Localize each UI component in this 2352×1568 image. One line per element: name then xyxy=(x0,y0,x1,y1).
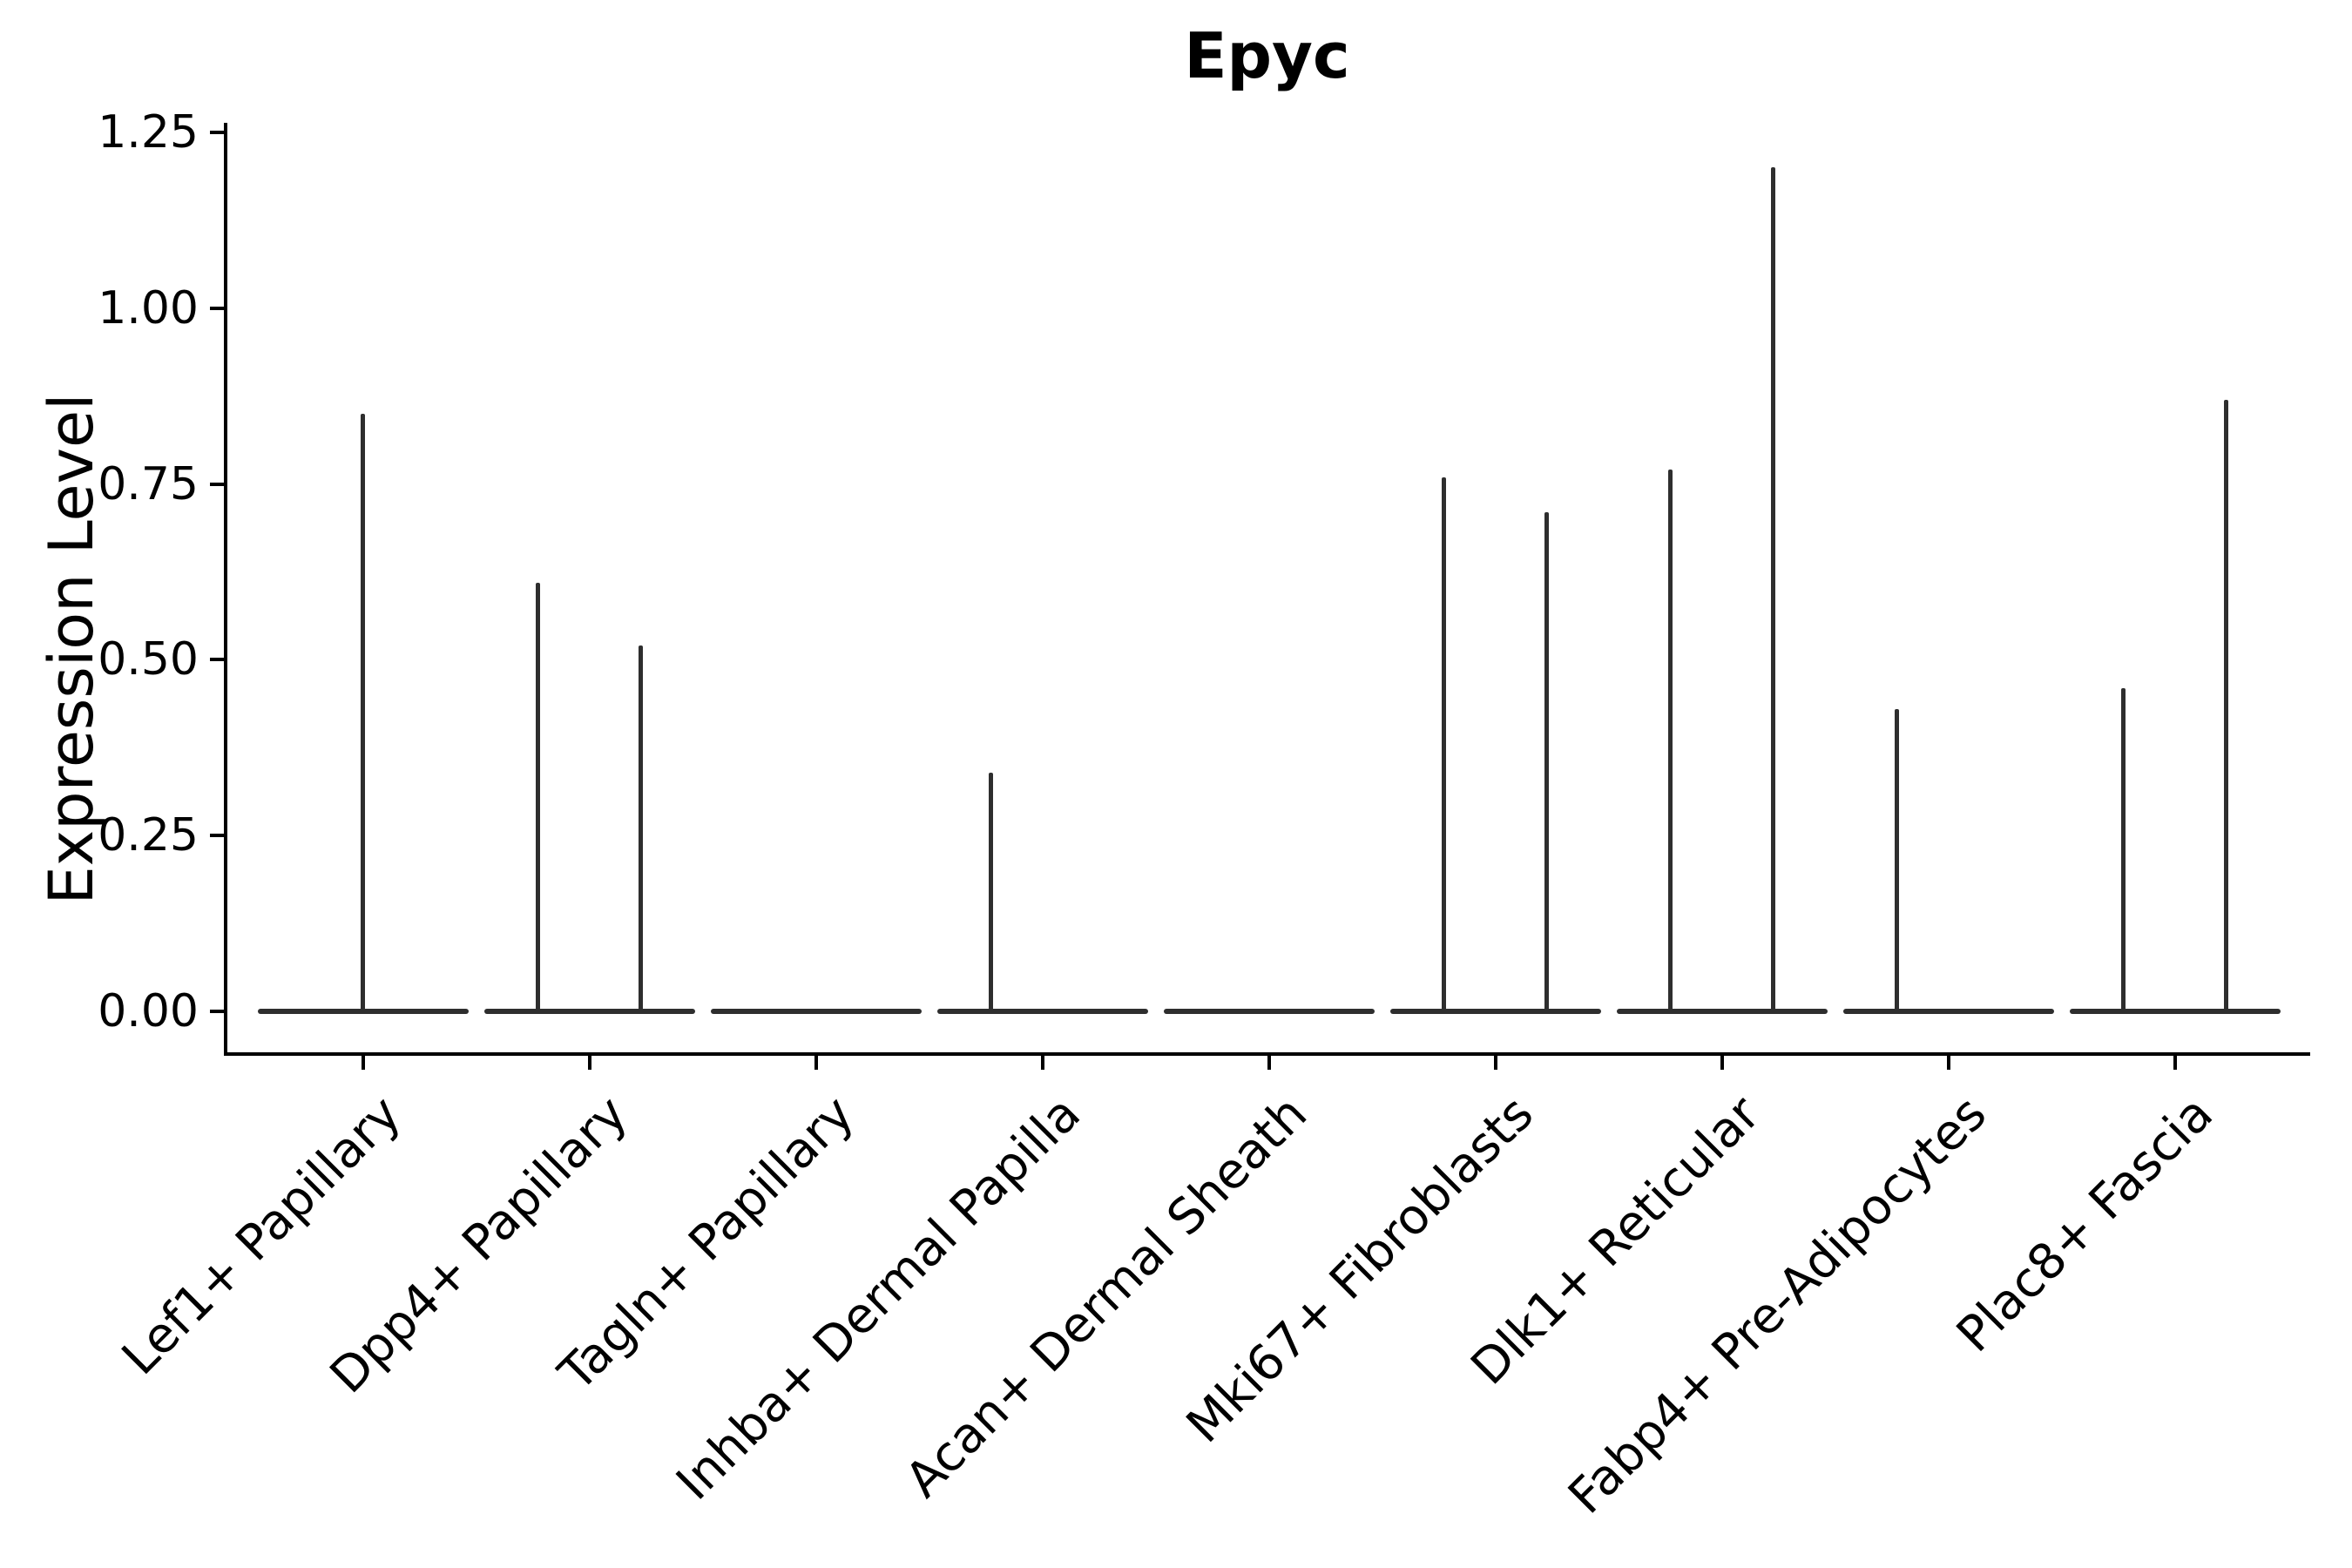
x-tick-label: Fabp4+ Pre-Adipocytes xyxy=(1558,1085,1997,1525)
y-axis-spine xyxy=(224,123,227,1056)
y-tick-mark xyxy=(210,1010,224,1013)
x-tick-mark xyxy=(814,1056,818,1070)
violin-baseline xyxy=(1617,1009,1828,1014)
x-tick-mark xyxy=(1041,1056,1044,1070)
violin-baseline xyxy=(1390,1009,1601,1014)
y-tick-label: 1.25 xyxy=(98,106,199,159)
violin-spike xyxy=(361,413,365,1014)
x-axis-spine xyxy=(224,1052,2310,1056)
violin-spike xyxy=(1442,476,1446,1014)
violin-baseline xyxy=(1164,1009,1375,1014)
x-tick-mark xyxy=(362,1056,365,1070)
violin-baseline xyxy=(711,1009,922,1014)
chart-title: Epyc xyxy=(1184,19,1350,92)
violin-spike xyxy=(639,645,643,1014)
y-tick-mark xyxy=(210,834,224,838)
violin-spike xyxy=(1544,511,1549,1014)
violin-spike xyxy=(1668,470,1673,1014)
x-tick-mark xyxy=(588,1056,591,1070)
y-tick-label: 0.25 xyxy=(98,809,199,862)
violin-baseline xyxy=(2070,1009,2281,1014)
y-tick-label: 0.00 xyxy=(98,985,199,1037)
y-tick-label: 0.50 xyxy=(98,633,199,686)
y-tick-mark xyxy=(210,658,224,662)
x-tick-mark xyxy=(1267,1056,1271,1070)
violin-spike xyxy=(1771,167,1775,1014)
y-tick-mark xyxy=(210,306,224,310)
violin-baseline xyxy=(484,1009,695,1014)
y-tick-mark xyxy=(210,482,224,486)
x-tick-label: Acan+ Dermal Sheath xyxy=(895,1085,1318,1509)
y-tick-mark xyxy=(210,131,224,134)
violin-spike xyxy=(536,582,540,1014)
violin-spike xyxy=(1895,708,1899,1014)
violin-spike xyxy=(2224,399,2228,1014)
x-tick-mark xyxy=(1720,1056,1724,1070)
y-tick-label: 1.00 xyxy=(98,281,199,335)
violin-baseline xyxy=(1843,1009,2054,1014)
violin-spike xyxy=(2121,687,2126,1014)
x-tick-mark xyxy=(1947,1056,1950,1070)
x-tick-mark xyxy=(1494,1056,1497,1070)
violin-spike xyxy=(989,772,993,1014)
y-tick-label: 0.75 xyxy=(98,457,199,510)
x-tick-mark xyxy=(2173,1056,2177,1070)
x-tick-label: Inhba+ Dermal Papilla xyxy=(666,1085,1092,1511)
violin-baseline xyxy=(937,1009,1148,1014)
